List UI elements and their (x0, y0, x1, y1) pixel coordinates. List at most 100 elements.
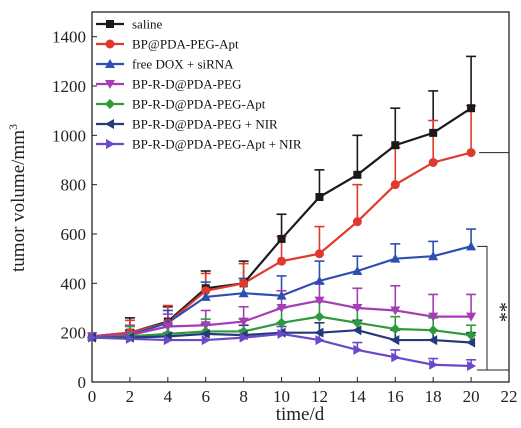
data-point (239, 278, 249, 288)
data-point (314, 296, 325, 306)
data-point (466, 312, 477, 322)
data-point (466, 148, 476, 158)
data-point (391, 352, 401, 363)
data-point (467, 104, 476, 113)
x-axis-ticks: 0 2 4 6 8 10 12 14 16 18 20 22 (88, 377, 518, 406)
legend-label: BP-R-D@PDA-PEG-Apt (132, 97, 266, 112)
legend-marker (106, 139, 115, 149)
legend-marker (105, 59, 115, 68)
data-point (428, 325, 439, 336)
x-tick-label: 18 (425, 387, 442, 406)
data-point (276, 304, 287, 313)
data-point (200, 328, 210, 339)
x-tick-label: 0 (88, 387, 97, 406)
y-tick-label: 1000 (52, 126, 86, 145)
legend-marker (105, 39, 115, 49)
data-point (390, 306, 401, 316)
data-point (200, 321, 211, 331)
x-tick-label: 12 (311, 387, 328, 406)
data-point (466, 337, 476, 348)
x-tick-label: 4 (164, 387, 173, 406)
data-point (466, 330, 477, 341)
data-point (353, 344, 363, 355)
data-point (314, 311, 325, 322)
y-tick-label: 600 (61, 225, 87, 244)
data-point (390, 323, 401, 334)
x-tick-label: 2 (126, 387, 135, 406)
data-point (352, 317, 363, 328)
data-point (428, 251, 439, 261)
x-tick-label: 14 (349, 387, 367, 406)
data-point (238, 317, 249, 327)
data-point (88, 332, 97, 343)
data-point (314, 275, 325, 285)
legend-label: BP-R-D@PDA-PEG-Apt + NIR (132, 137, 302, 152)
y-axis-ticks: 0 200 400 600 800 1000 1200 1400 (52, 28, 97, 392)
data-point (239, 332, 249, 343)
significance-label: *** (511, 254, 521, 284)
legend-label: free DOX + siRNA (132, 57, 234, 72)
x-tick-label: 22 (501, 387, 518, 406)
data-point (314, 249, 324, 259)
data-point (429, 128, 438, 137)
data-point (428, 157, 438, 167)
data-point (200, 291, 211, 301)
x-axis-title: time/d (276, 404, 325, 425)
significance-bracket (477, 245, 488, 371)
data-point (277, 256, 287, 266)
legend-label: BP-R-D@PDA-PEG + NIR (132, 117, 278, 132)
data-point (390, 180, 400, 190)
x-tick-label: 6 (201, 387, 210, 406)
data-point (201, 335, 211, 346)
significance-annotations: ***** (477, 152, 521, 371)
data-point (315, 335, 325, 346)
data-point (390, 335, 400, 346)
x-tick-label: 20 (463, 387, 480, 406)
legend-label: BP@PDA-PEG-Apt (132, 37, 239, 52)
data-point (352, 266, 363, 275)
y-tick-label: 400 (61, 274, 87, 293)
data-point (429, 359, 439, 370)
data-point (125, 333, 135, 344)
significance-label: ** (489, 302, 511, 322)
data-point (466, 241, 477, 251)
data-markers (87, 104, 477, 371)
y-tick-label: 200 (61, 324, 87, 343)
data-point (238, 288, 249, 298)
significance-bracket (479, 152, 510, 371)
data-point (352, 217, 362, 227)
data-point (163, 335, 173, 346)
legend-marker (105, 80, 115, 89)
data-point (428, 312, 439, 322)
data-point (314, 327, 324, 338)
legend-label: BP-R-D@PDA-PEG (132, 77, 241, 92)
y-axis-title-superscript: 3 (6, 124, 20, 130)
data-point (276, 290, 287, 300)
legend-label: saline (132, 17, 163, 32)
y-tick-label: 800 (61, 176, 87, 195)
data-point (352, 304, 363, 313)
legend: saline BP@PDA-PEG-Apt free DOX + siRNA BP-R… (96, 17, 302, 152)
data-point (352, 325, 362, 336)
data-point (353, 170, 362, 179)
y-tick-label: 1200 (52, 77, 86, 96)
data-point (315, 193, 324, 201)
x-tick-label: 8 (239, 387, 248, 406)
data-point (276, 317, 287, 328)
data-point (277, 328, 287, 339)
x-tick-label: 10 (273, 387, 290, 406)
data-point (277, 234, 286, 243)
x-tick-label: 16 (387, 387, 404, 406)
data-point (428, 335, 438, 346)
y-axis-title: tumor volume/mm3 (6, 124, 29, 272)
data-point (467, 360, 477, 371)
data-point (391, 141, 400, 150)
y-axis-title-text: tumor volume/mm (8, 130, 29, 272)
y-tick-label: 0 (78, 373, 87, 392)
data-point (162, 322, 173, 332)
data-point (201, 286, 211, 296)
legend-marker (105, 99, 115, 109)
y-tick-label: 1400 (52, 28, 86, 47)
